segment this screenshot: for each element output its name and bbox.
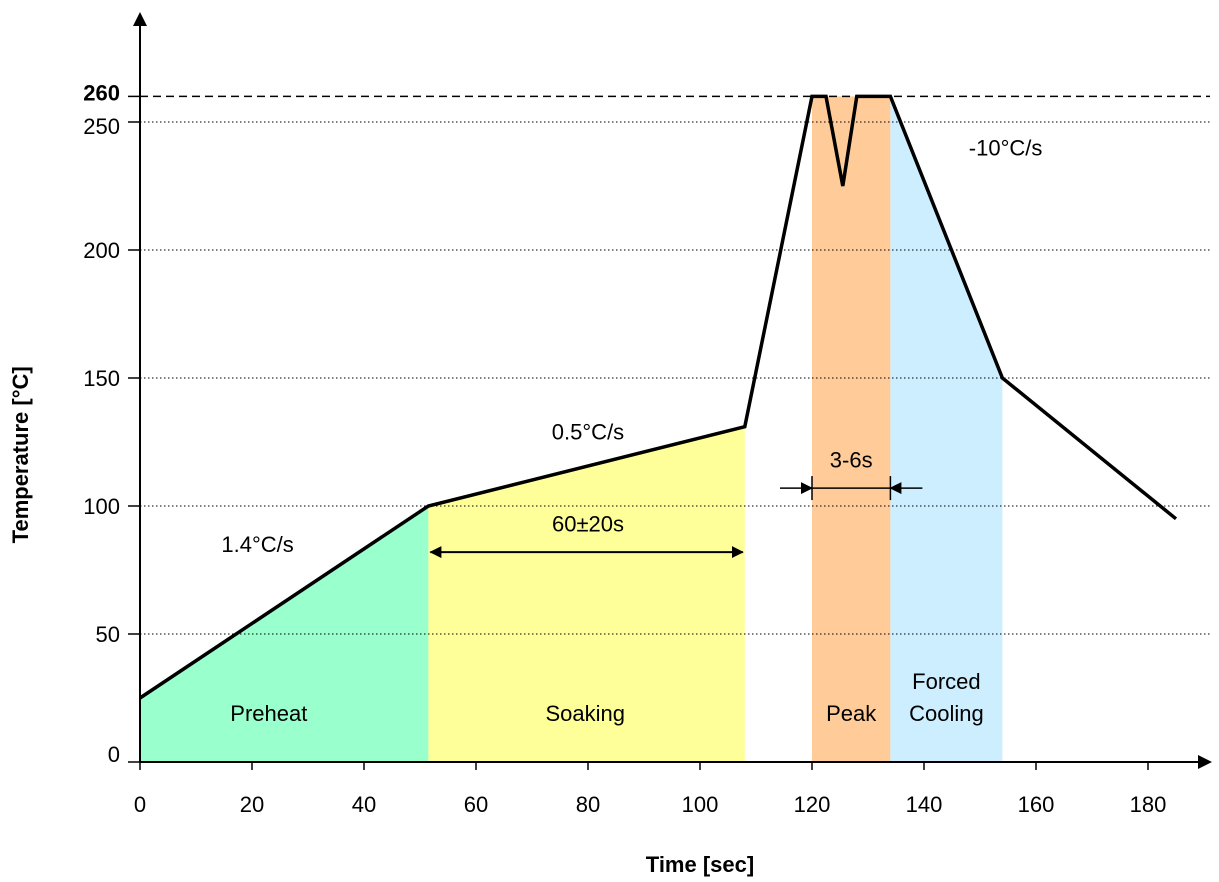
- y-axis-title: Temperature [°C]: [8, 366, 33, 543]
- region-label-soaking: Soaking: [545, 701, 625, 726]
- region-label-line-1: Forced: [912, 669, 980, 694]
- x-tick-label-160: 160: [1018, 792, 1055, 817]
- annotation-layer: 1.4°C/s 0.5°C/s -10°C/s 60±20s 3-6s: [221, 135, 1043, 559]
- x-tick-label-20: 20: [240, 792, 264, 817]
- y-tick-label-50: 50: [96, 622, 120, 647]
- x-tick-label-0: 0: [134, 792, 146, 817]
- y-tick-label-150: 150: [83, 366, 120, 391]
- region-soaking: [428, 426, 745, 762]
- annotation-1: 0.5°C/s: [552, 419, 624, 444]
- x-axis-title: Time [sec]: [646, 852, 754, 877]
- x-tick-label-80: 80: [576, 792, 600, 817]
- x-tick-label-40: 40: [352, 792, 376, 817]
- y-tick-label-250: 250: [83, 114, 120, 139]
- region-label-forced-cooling: Forced Cooling: [909, 669, 984, 726]
- annotation-3: 60±20s: [552, 512, 624, 537]
- annotation-0: 1.4°C/s: [221, 532, 293, 557]
- labels-layer: 0 20 40 60 80 100 120 140 160 180 0 50 100 150 200 250 2…: [8, 80, 1166, 877]
- temperature-profile-line: [139, 94, 1178, 700]
- region-forced-cooling: [890, 96, 1003, 762]
- region-label-line-2: Cooling: [909, 701, 984, 726]
- y-tick-label-0: 0: [108, 742, 120, 767]
- x-tick-label-140: 140: [906, 792, 943, 817]
- x-tick-label-100: 100: [682, 792, 719, 817]
- annotation-4: 3-6s: [830, 448, 873, 473]
- region-label-peak: Peak: [826, 701, 877, 726]
- y-tick-label-200: 200: [83, 238, 120, 263]
- axes-layer: [128, 12, 1212, 770]
- curve-layer: [139, 94, 1178, 700]
- x-tick-label-180: 180: [1130, 792, 1167, 817]
- region-label-preheat: Preheat: [230, 701, 307, 726]
- x-tick-label-60: 60: [464, 792, 488, 817]
- x-tick-label-120: 120: [794, 792, 831, 817]
- region-peak: [812, 96, 891, 762]
- regions-layer: [140, 96, 1003, 762]
- annotation-2: -10°C/s: [969, 135, 1043, 160]
- y-tick-label-100: 100: [83, 494, 120, 519]
- grid-layer: [140, 95, 1210, 635]
- y-tick-label-260: 260: [83, 80, 120, 105]
